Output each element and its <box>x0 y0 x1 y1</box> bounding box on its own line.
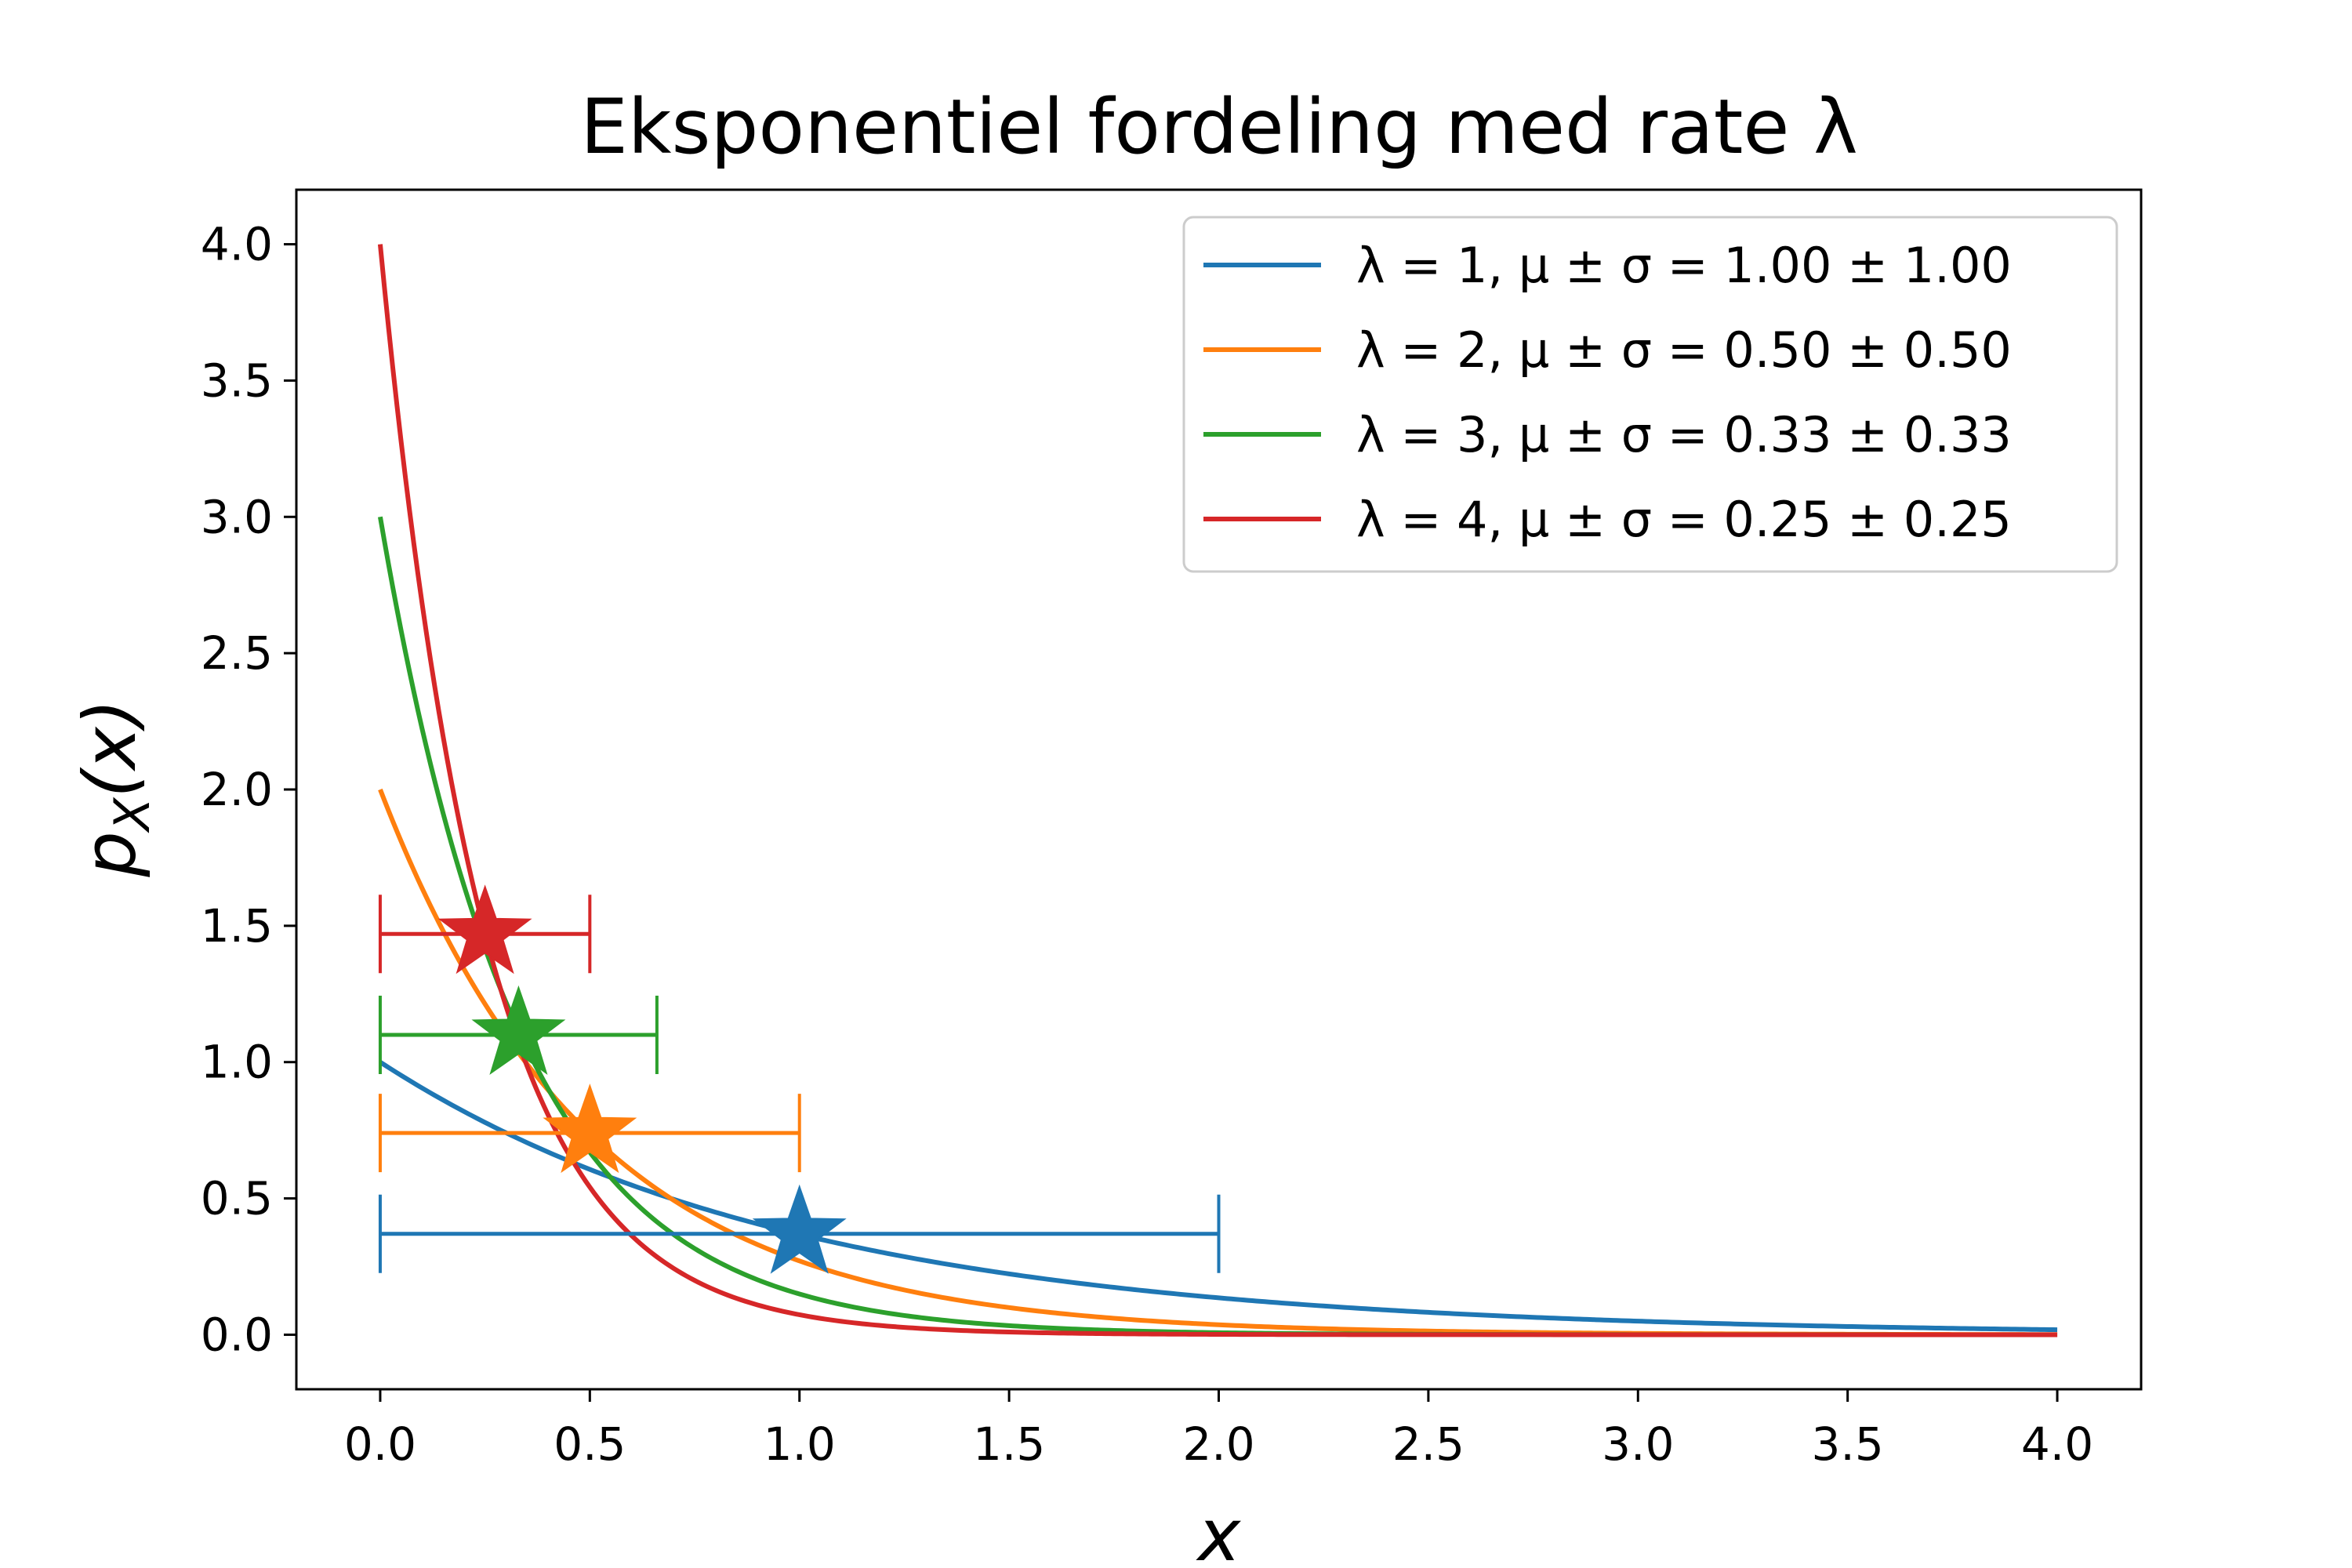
x-tick-label-7: 3.5 <box>1812 1417 1884 1471</box>
y-axis-label-sub: X <box>103 797 161 833</box>
legend-label-1: λ = 1, μ ± σ = 1.00 ± 1.00 <box>1356 237 2012 294</box>
legend-frame <box>1182 216 2118 573</box>
y-axis-label-arg: (x) <box>68 699 152 797</box>
y-axis-label: pX(x) <box>68 699 161 877</box>
x-tick-label-8: 4.0 <box>2021 1417 2093 1471</box>
curves <box>377 244 2058 1338</box>
legend-label-4: λ = 4, μ ± σ = 0.25 ± 0.25 <box>1356 491 2012 548</box>
y-tick-label-6: 3.0 <box>201 490 273 543</box>
x-tick-label-4: 2.0 <box>1182 1417 1254 1471</box>
x-axis: 0.0 0.5 1.0 1.5 2.0 2.5 3.0 3.5 4.0 <box>344 1389 2093 1471</box>
x-tick-label-6: 3.0 <box>1602 1417 1674 1471</box>
y-tick-label-0: 0.0 <box>201 1308 273 1361</box>
mean-markers <box>437 884 847 1274</box>
chart-title: Eksponentiel fordeling med rate λ <box>580 83 1858 171</box>
x-tick-label-2: 1.0 <box>764 1417 836 1471</box>
y-tick-label-1: 0.5 <box>201 1172 273 1225</box>
x-tick-label-5: 2.5 <box>1392 1417 1465 1471</box>
x-tick-label-0: 0.0 <box>344 1417 416 1471</box>
y-axis: 0.0 0.5 1.0 1.5 2.0 2.5 3.0 3.5 4.0 <box>201 218 296 1361</box>
legend-items: λ = 1, μ ± σ = 1.00 ± 1.00 λ = 2, μ ± σ =… <box>1203 237 2012 548</box>
x-tick-label-1: 0.5 <box>554 1417 626 1471</box>
series-line-4 <box>377 244 2058 1338</box>
y-tick-label-5: 2.5 <box>201 626 273 680</box>
y-tick-label-2: 1.0 <box>201 1036 273 1089</box>
x-tick-label-3: 1.5 <box>973 1417 1045 1471</box>
mean-star-1 <box>752 1184 847 1274</box>
y-tick-label-4: 2.0 <box>201 763 273 816</box>
mean-star-4 <box>437 884 532 975</box>
legend: λ = 1, μ ± σ = 1.00 ± 1.00 λ = 2, μ ± σ =… <box>1182 216 2118 573</box>
y-tick-label-8: 4.0 <box>201 218 273 271</box>
y-axis-label-base: p <box>68 831 152 877</box>
x-axis-label: x <box>1196 1494 1242 1568</box>
y-tick-label-7: 3.5 <box>201 354 273 407</box>
legend-label-2: λ = 2, μ ± σ = 0.50 ± 0.50 <box>1356 321 2012 379</box>
legend-label-3: λ = 3, μ ± σ = 0.33 ± 0.33 <box>1356 406 2012 463</box>
mean-star-2 <box>543 1083 637 1174</box>
series-line-1 <box>379 1060 2058 1333</box>
y-tick-label-3: 1.5 <box>201 899 273 953</box>
mean-star-3 <box>471 985 566 1075</box>
